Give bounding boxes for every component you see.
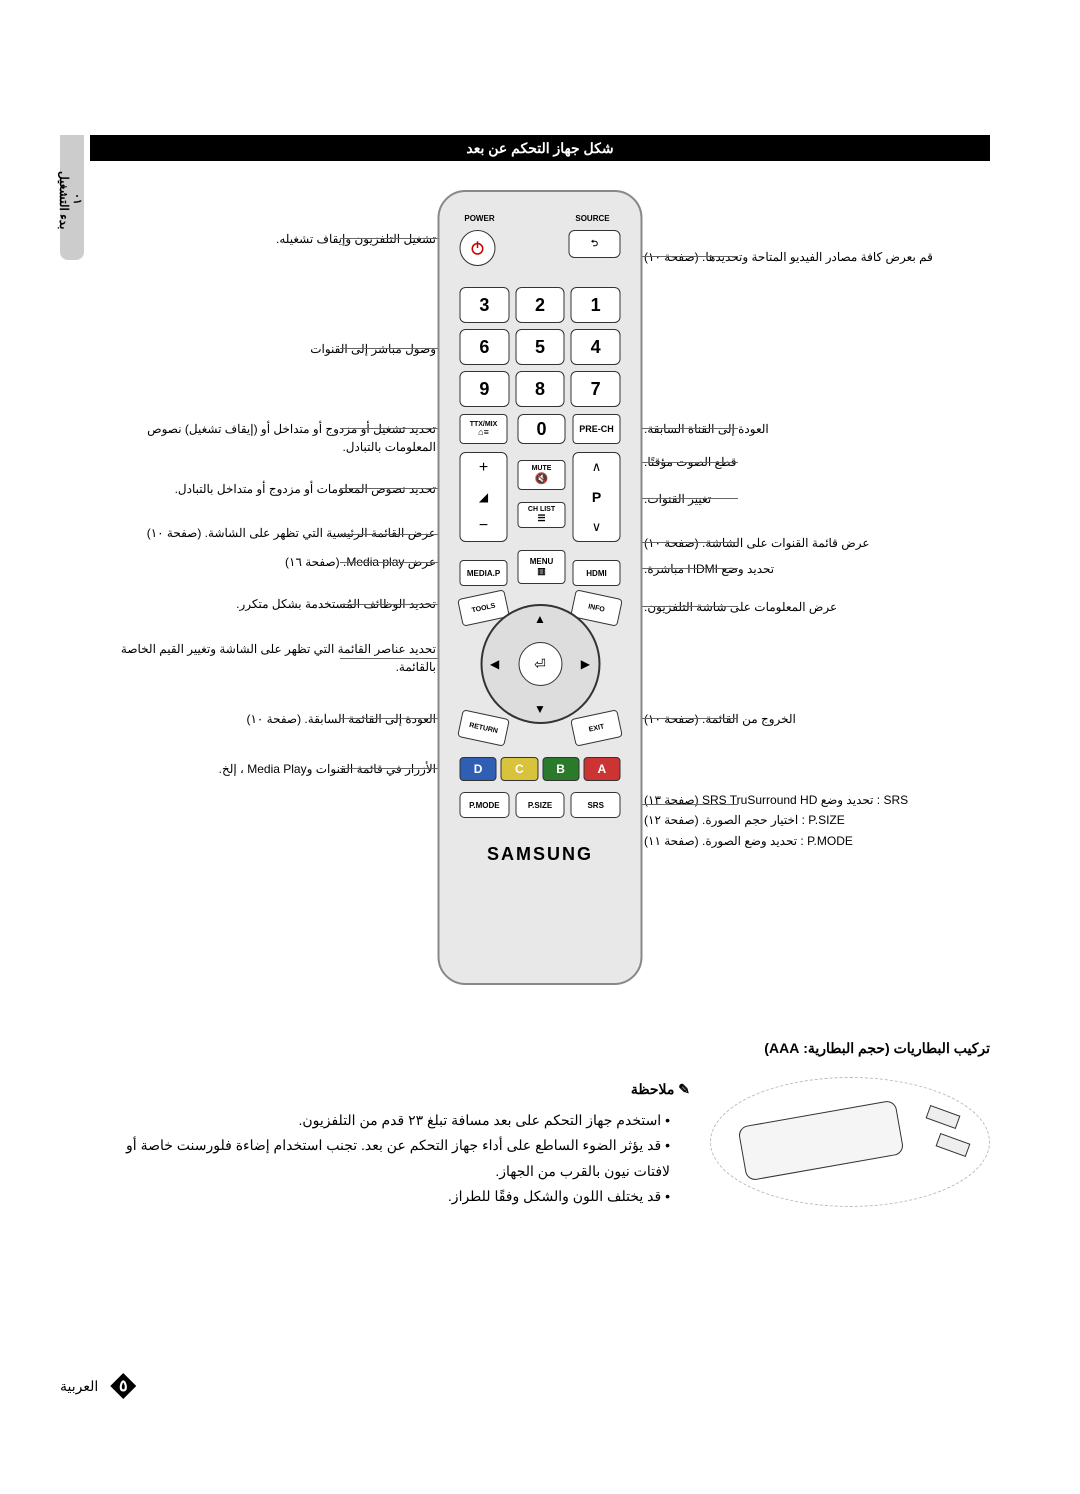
- power-button[interactable]: [460, 230, 496, 266]
- callout-ttx: تحديد تشغيل أو مزدوج أو متداخل أو (إيقاف…: [96, 420, 436, 456]
- vol-up-icon: +: [479, 459, 488, 477]
- hdmi-button[interactable]: HDMI: [573, 560, 621, 586]
- func-buttons: SRS P.SIZE P.MODE: [460, 792, 621, 818]
- callout-info: عرض المعلومات على شاشة التلفزيون.: [644, 598, 994, 616]
- vol-down-icon: −: [479, 517, 488, 535]
- source-button[interactable]: ⮌: [569, 230, 621, 258]
- source-icon: ⮌: [591, 236, 598, 252]
- page-footer: ٥ العربية: [60, 1373, 136, 1399]
- return-button[interactable]: RETURN: [457, 709, 510, 746]
- menu-button[interactable]: MENU ▥: [518, 550, 566, 584]
- chlist-label: CH LIST: [528, 506, 555, 513]
- vol-icon: ◢: [479, 490, 488, 504]
- menu-label: MENU: [530, 557, 554, 566]
- num-3[interactable]: 3: [460, 287, 510, 323]
- exit-button[interactable]: EXIT: [570, 709, 623, 746]
- num-2[interactable]: 2: [515, 287, 565, 323]
- remote-body: POWER SOURCE ⮌ 1 2 3 4 5 6 7 8 9 TTX/MIX: [438, 190, 643, 985]
- callout-colors: الأزرار في قائمة القنوات وMedia Play ، إ…: [96, 760, 436, 778]
- source-label: SOURCE: [567, 214, 619, 223]
- mute-button[interactable]: MUTE 🔇: [518, 460, 566, 490]
- note-item: قد يختلف اللون والشكل وفقًا للطراز.: [90, 1184, 670, 1209]
- callout-exit: الخروج من القائمة. (صفحة ١٠): [644, 710, 994, 728]
- power-label: POWER: [462, 214, 498, 223]
- enter-button[interactable]: ⏎: [518, 642, 562, 686]
- callout-mainmenu: عرض القائمة الرئيسية التي تظهر على الشاش…: [96, 524, 436, 542]
- num-0[interactable]: 0: [518, 414, 566, 444]
- chlist-icon: ☰: [537, 513, 545, 524]
- footer-lang: العربية: [60, 1378, 98, 1395]
- num-4[interactable]: 4: [571, 329, 621, 365]
- num-7[interactable]: 7: [571, 371, 621, 407]
- battery-title: تركيب البطاريات (حجم البطارية: AAA): [90, 1040, 990, 1057]
- num-9[interactable]: 9: [460, 371, 510, 407]
- num-5[interactable]: 5: [515, 329, 565, 365]
- pmode-button[interactable]: P.MODE: [460, 792, 510, 818]
- callout-func-block: SRS : تحديد وضع SRS TruSurround HD (صفحة…: [644, 790, 994, 851]
- battery-icon: [926, 1105, 961, 1129]
- color-buttons: A B C D: [460, 757, 621, 781]
- remote-diagram: تشغيل التلفزيون وإيقاف تشغيله. وصول مباش…: [0, 190, 1080, 1010]
- page-title: شكل جهاز التحكم عن بعد: [90, 135, 990, 161]
- callout-ch: تغيير القنوات.: [644, 490, 994, 508]
- ch-up-icon: ∧: [592, 459, 602, 475]
- battery-section: تركيب البطاريات (حجم البطارية: AAA) ✎ مل…: [90, 1040, 990, 1209]
- enter-icon: ⏎: [534, 656, 546, 673]
- callout-source: قم بعرض كافة مصادر الفيديو المتاحة وتحدي…: [644, 248, 994, 266]
- callout-prech: العودة إلى القناة السابقة.: [644, 420, 994, 438]
- callout-func-srs: SRS : تحديد وضع SRS TruSurround HD (صفحة…: [644, 790, 994, 810]
- callout-chlist: عرض قائمة القنوات على الشاشة. (صفحة ١٠): [644, 534, 994, 552]
- ttx-icon: ≡⌂: [478, 428, 489, 437]
- color-d[interactable]: D: [460, 757, 497, 781]
- psize-button[interactable]: P.SIZE: [515, 792, 565, 818]
- callout-func-psize: P.SIZE : اختيار حجم الصورة. (صفحة ١٢): [644, 810, 994, 830]
- note-item: استخدم جهاز التحكم على بعد مسافة تبلغ ٢٣…: [90, 1108, 670, 1133]
- callout-hdmi: تحديد وضع HDMI مباشرة.: [644, 560, 994, 578]
- srs-button[interactable]: SRS: [571, 792, 621, 818]
- page-number: ٥: [110, 1373, 136, 1399]
- callout-return: العودة إلى القائمة السابقة. (صفحة ١٠): [96, 710, 436, 728]
- return-label: RETURN: [469, 722, 499, 735]
- callout-power: تشغيل التلفزيون وإيقاف تشغيله.: [126, 230, 436, 248]
- color-b[interactable]: B: [542, 757, 579, 781]
- arrow-down-icon: ▼: [534, 702, 546, 716]
- power-icon: [469, 239, 487, 257]
- num-8[interactable]: 8: [515, 371, 565, 407]
- battery-notes: ✎ ملاحظة استخدم جهاز التحكم على بعد مساف…: [90, 1077, 690, 1209]
- dpad[interactable]: ▲ ▼ ◀ ▶ ⏎: [480, 604, 600, 724]
- mediap-button[interactable]: MEDIA.P: [460, 560, 508, 586]
- arrow-right-icon: ▶: [581, 657, 590, 671]
- exit-label: EXIT: [588, 723, 605, 733]
- note-item: قد يؤثر الضوء الساطع على أداء جهاز التحك…: [90, 1133, 670, 1183]
- ch-p-label: P: [592, 489, 601, 505]
- ch-down-icon: ∨: [592, 519, 602, 535]
- callout-func-pmode: P.MODE : تحديد وضع الصورة. (صفحة ١١): [644, 831, 994, 851]
- num-6[interactable]: 6: [460, 329, 510, 365]
- color-a[interactable]: A: [583, 757, 620, 781]
- channel-rocker[interactable]: ∧ P ∨: [573, 452, 621, 542]
- prech-button[interactable]: PRE-CH: [573, 414, 621, 444]
- callout-vol: تحديد نصوص المعلومات أو مزدوج أو متداخل …: [96, 480, 436, 498]
- arrow-up-icon: ▲: [534, 612, 546, 626]
- chlist-button[interactable]: CH LIST ☰: [518, 502, 566, 528]
- mute-icon: 🔇: [535, 472, 549, 485]
- menu-icon: ▥: [537, 566, 546, 577]
- brand-logo: SAMSUNG: [440, 844, 641, 865]
- note-label: ✎ ملاحظة: [90, 1077, 690, 1102]
- callout-channels: وصول مباشر إلى القنوات: [126, 340, 436, 358]
- num-1[interactable]: 1: [571, 287, 621, 323]
- color-c[interactable]: C: [501, 757, 538, 781]
- battery-illustration: [710, 1077, 990, 1207]
- battery-icon: [936, 1133, 971, 1157]
- arrow-left-icon: ◀: [490, 657, 499, 671]
- volume-rocker[interactable]: + ◢ −: [460, 452, 508, 542]
- ttx-button[interactable]: TTX/MIX ≡⌂: [460, 414, 508, 444]
- mute-label: MUTE: [532, 465, 552, 472]
- number-pad: 1 2 3 4 5 6 7 8 9: [460, 287, 621, 407]
- remote-back-icon: [737, 1100, 904, 1182]
